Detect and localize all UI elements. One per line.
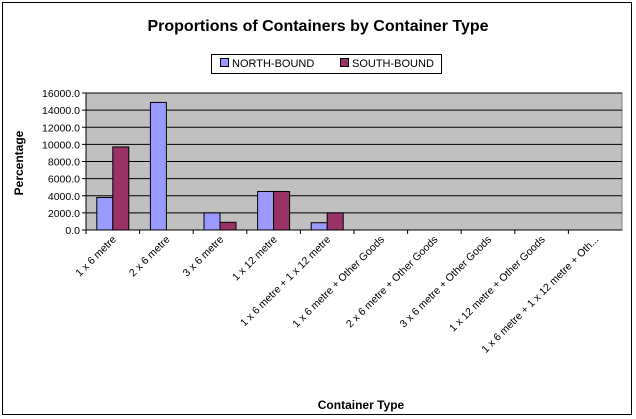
legend: NORTH-BOUND SOUTH-BOUND — [211, 54, 442, 74]
x-tick-label: 3 x 6 metre + Other Goods — [398, 234, 495, 331]
x-tick-label: 1 x 6 metre + 1 x 12 metre + Oth... — [479, 234, 601, 356]
chart-title: Proportions of Containers by Container T… — [147, 18, 489, 35]
x-tick-label: 1 x 6 metre + Other Goods — [290, 234, 387, 331]
bar-south — [273, 190, 291, 231]
y-tick-label: 8000.0 — [48, 157, 80, 169]
legend-label-south: SOUTH-BOUND — [352, 58, 434, 70]
bar-north — [257, 190, 275, 231]
y-tick-label: 14000.0 — [42, 105, 80, 117]
bar-north — [310, 222, 328, 231]
x-tick-label: 1 x 6 metre — [73, 234, 119, 280]
y-tick-label: 4000.0 — [48, 191, 80, 203]
bar-south — [326, 212, 344, 231]
legend-label-north: NORTH-BOUND — [232, 58, 315, 70]
legend-item-north: NORTH-BOUND — [220, 58, 314, 71]
bar-north — [96, 196, 114, 231]
y-tick-label: 2000.0 — [48, 208, 80, 220]
bar-north — [203, 212, 221, 231]
y-tick-label: 16000.0 — [42, 88, 80, 100]
bar-north — [149, 101, 167, 231]
legend-swatch-south — [340, 58, 349, 67]
x-axis-title: Container Type — [317, 398, 405, 412]
y-tick-label: 6000.0 — [48, 174, 80, 186]
y-tick-label: 12000.0 — [42, 122, 80, 134]
x-tick-label: 1 x 6 metre + 1 x 12 metre — [238, 234, 333, 329]
x-tick-label: 2 x 6 metre — [127, 234, 173, 280]
legend-item-south: SOUTH-BOUND — [340, 58, 434, 71]
bar-south — [112, 146, 130, 231]
bar-south — [219, 221, 237, 231]
x-tick-label: 2 x 6 metre + Other Goods — [344, 234, 441, 331]
y-tick-label: 0.0 — [65, 225, 80, 237]
x-tick-label: 1 x 12 metre + Other Goods — [447, 234, 548, 335]
y-tick-label: 10000.0 — [42, 139, 80, 151]
x-tick-label: 1 x 12 metre — [230, 234, 280, 284]
legend-swatch-north — [220, 58, 229, 67]
x-tick-label: 3 x 6 metre — [180, 234, 226, 280]
